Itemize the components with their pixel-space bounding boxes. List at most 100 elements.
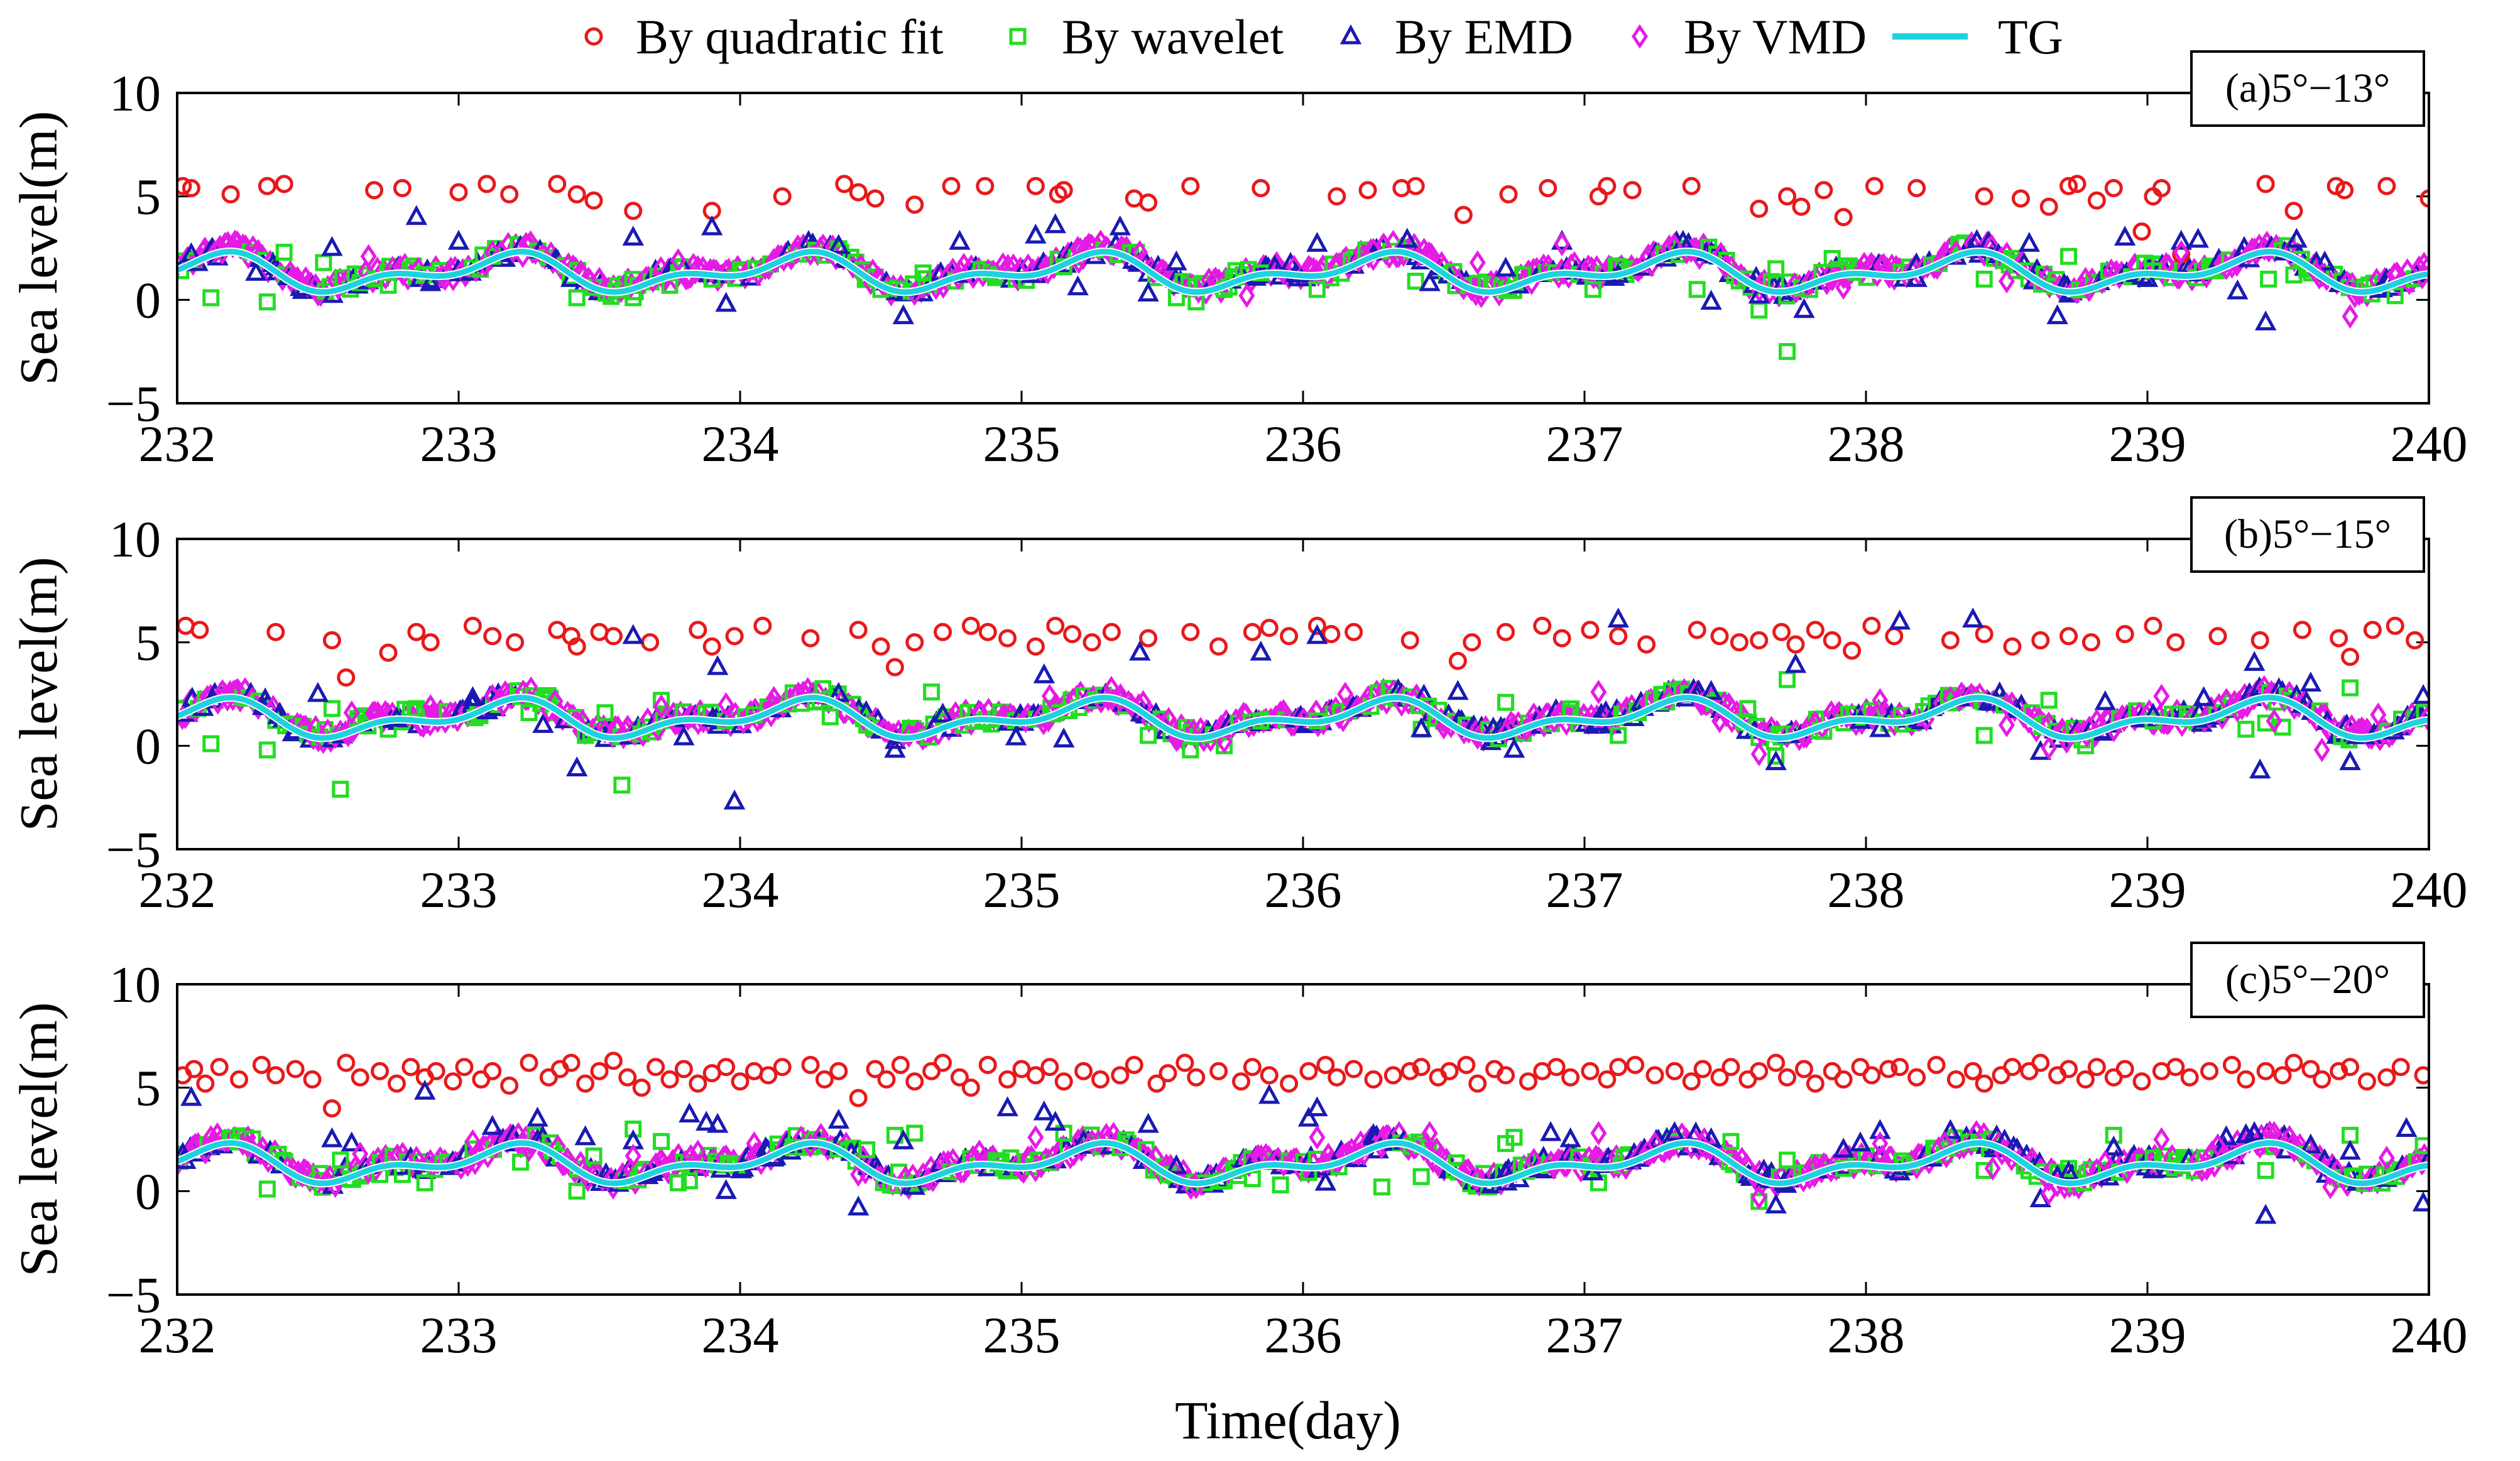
point-by-emd bbox=[1495, 256, 1517, 277]
point-by-wavelet bbox=[323, 700, 341, 717]
point-by-emd bbox=[1410, 717, 1432, 737]
panel-label-box: (a)5°−13° bbox=[2190, 50, 2425, 127]
band-marker-by-vmd bbox=[2401, 1153, 2418, 1178]
point-by-wavelet bbox=[1412, 1168, 1430, 1185]
point-by-vmd bbox=[352, 1141, 369, 1166]
point-by-vmd bbox=[2041, 1181, 2058, 1206]
point-by-vmd bbox=[2153, 1127, 2170, 1152]
x-tick-label: 232 bbox=[139, 1306, 216, 1364]
point-by-emd bbox=[1109, 215, 1131, 236]
point-by-emd bbox=[2114, 225, 2136, 246]
point-by-quadratic-fit bbox=[2208, 627, 2227, 646]
point-by-vmd bbox=[1872, 1131, 1889, 1156]
point-by-emd bbox=[1540, 1121, 1562, 1141]
point-by-emd bbox=[2193, 686, 2215, 707]
point-by-vmd bbox=[1590, 680, 1607, 705]
point-by-quadratic-fit bbox=[1792, 197, 1811, 216]
point-by-emd bbox=[2254, 310, 2277, 331]
point-by-emd bbox=[2227, 279, 2249, 300]
point-by-quadratic-fit bbox=[1328, 1068, 1346, 1087]
x-tick-label: 239 bbox=[2109, 415, 2186, 472]
point-by-quadratic-fit bbox=[1975, 624, 1994, 643]
point-by-emd bbox=[2244, 1121, 2266, 1141]
point-by-wavelet bbox=[202, 735, 220, 752]
point-by-quadratic-fit bbox=[177, 177, 192, 195]
point-by-wavelet bbox=[1610, 727, 1627, 744]
point-by-quadratic-fit bbox=[2284, 202, 2303, 220]
point-by-vmd bbox=[1421, 1121, 1438, 1146]
point-by-quadratic-fit bbox=[835, 175, 854, 193]
point-by-quadratic-fit bbox=[815, 1070, 834, 1089]
point-by-quadratic-fit bbox=[1181, 177, 1200, 195]
point-by-emd bbox=[2412, 1191, 2429, 1212]
point-by-quadratic-fit bbox=[2144, 616, 2163, 635]
point-by-quadratic-fit bbox=[998, 629, 1017, 648]
point-by-emd bbox=[1419, 271, 1441, 291]
point-by-emd bbox=[932, 702, 954, 723]
point-by-quadratic-fit bbox=[387, 1074, 406, 1093]
point-by-emd bbox=[1044, 213, 1066, 234]
tg-line bbox=[177, 1140, 2429, 1187]
point-by-wavelet bbox=[416, 1174, 434, 1192]
x-tick-label: 239 bbox=[2109, 1306, 2186, 1364]
point-by-quadratic-fit bbox=[801, 629, 820, 648]
point-by-vmd bbox=[900, 723, 917, 748]
x-tick-label: 232 bbox=[139, 861, 216, 918]
x-tick-label: 233 bbox=[420, 415, 498, 472]
point-by-quadratic-fit bbox=[1209, 637, 1228, 656]
point-by-emd bbox=[2046, 304, 2068, 325]
point-by-quadratic-fit bbox=[2132, 1072, 2151, 1091]
point-by-quadratic-fit bbox=[1975, 187, 1994, 206]
point-by-quadratic-fit bbox=[1400, 1062, 1419, 1080]
point-by-emd bbox=[2058, 1160, 2080, 1181]
point-by-quadratic-fit bbox=[1299, 1062, 1318, 1080]
point-by-quadratic-fit bbox=[1879, 1060, 1898, 1078]
point-by-quadratic-fit bbox=[1497, 622, 1515, 641]
panels: 232 233 234 235 236 237 238 239 240 10 5 0 −5 Sea lev… bbox=[8, 50, 2468, 1364]
legend-label-by-quadratic-fit: By quadratic fit bbox=[636, 9, 944, 64]
point-by-emd bbox=[462, 686, 484, 707]
panel-label-frame bbox=[2190, 50, 2425, 127]
point-by-quadratic-fit bbox=[2039, 197, 2058, 216]
point-by-quadratic-fit bbox=[905, 1072, 924, 1091]
point-by-vmd bbox=[1998, 712, 2015, 737]
point-by-quadratic-fit bbox=[1412, 1058, 1431, 1077]
point-by-emd bbox=[1889, 609, 1911, 630]
point-by-quadratic-fit bbox=[1843, 641, 1862, 660]
point-by-vmd bbox=[1027, 1125, 1044, 1150]
point-by-quadratic-fit bbox=[871, 637, 890, 656]
point-by-quadratic-fit bbox=[1383, 1066, 1402, 1085]
legend-item-by-emd: By EMD bbox=[1339, 9, 1573, 64]
point-by-quadratic-fit bbox=[2386, 616, 2404, 635]
y-tick-label: 5 bbox=[135, 168, 161, 225]
point-by-quadratic-fit bbox=[252, 1055, 271, 1074]
point-by-emd bbox=[1005, 725, 1027, 746]
x-tick-label: 238 bbox=[1828, 861, 1905, 918]
point-by-quadratic-fit bbox=[2377, 177, 2396, 195]
point-by-quadratic-fit bbox=[1448, 651, 1467, 670]
band-marker-by-vmd bbox=[1990, 1131, 2007, 1156]
point-by-wavelet bbox=[1688, 281, 1706, 298]
point-by-quadratic-fit bbox=[885, 658, 904, 676]
point-by-quadratic-fit bbox=[2293, 621, 2311, 639]
point-by-quadratic-fit bbox=[2081, 633, 2100, 652]
point-by-quadratic-fit bbox=[2104, 178, 2123, 197]
point-by-vmd bbox=[1590, 1121, 1607, 1146]
point-by-wavelet bbox=[202, 289, 220, 307]
legend-item-tg: TG bbox=[1892, 9, 2063, 64]
point-by-vmd bbox=[1750, 741, 1767, 767]
point-by-emd bbox=[2018, 232, 2041, 252]
point-by-quadratic-fit bbox=[221, 185, 240, 204]
x-tick-label: 235 bbox=[983, 861, 1061, 918]
point-by-quadratic-fit bbox=[1159, 1064, 1177, 1083]
point-by-quadratic-fit bbox=[1181, 622, 1200, 641]
point-by-quadratic-fit bbox=[1682, 1072, 1701, 1091]
point-by-quadratic-fit bbox=[961, 1078, 980, 1097]
point-by-wavelet bbox=[2257, 1161, 2274, 1179]
point-by-emd bbox=[1447, 680, 1469, 700]
point-by-quadratic-fit bbox=[520, 1053, 538, 1072]
point-by-wavelet bbox=[2237, 720, 2255, 738]
point-by-emd bbox=[245, 261, 267, 281]
point-by-emd bbox=[2094, 690, 2116, 710]
point-by-emd bbox=[706, 654, 729, 675]
